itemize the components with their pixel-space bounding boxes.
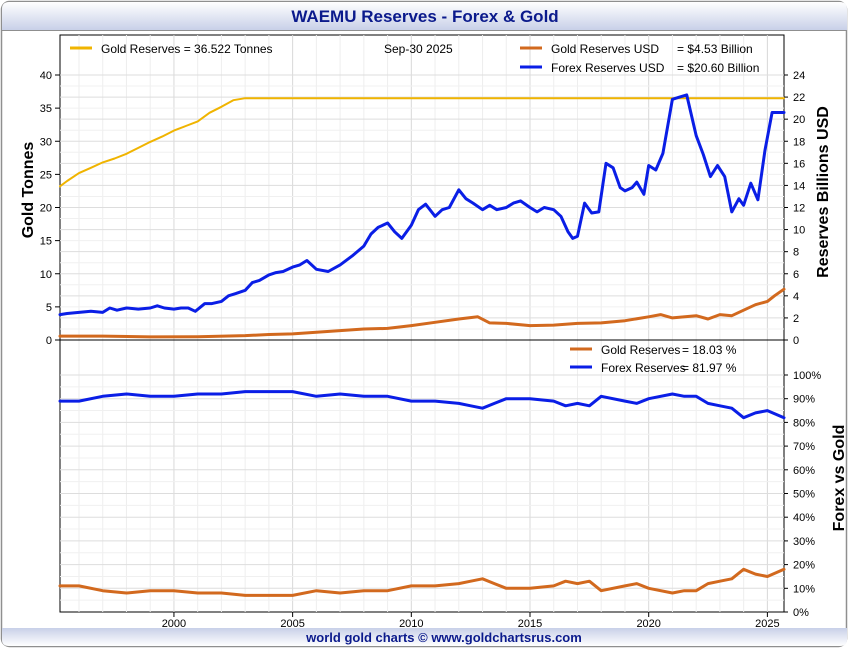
right-pct-tick-label: 50% [793,489,815,501]
right-pct-tick-label: 0% [793,607,809,619]
legend-bottom: Gold Reserves = 18.03 % Forex Reserves =… [570,343,737,375]
footer-credit: world gold charts © www.goldchartsrus.co… [305,630,582,645]
legend-forex-value: = $20.60 Billion [677,61,759,75]
legend-gold-pct-value: = 18.03 % [682,343,737,357]
legend-gold-pct-name: Gold Reserves [601,343,680,357]
left-tick-label: 40 [40,70,52,82]
x-axis-ticks: 2000 2005 2010 2015 2020 2025 [162,612,780,630]
left-tick-label: 15 [40,236,52,248]
legend-forex-pct-name: Forex Reserves [601,361,686,375]
x-tick-label: 2000 [162,618,186,630]
x-tick-label: 2010 [399,618,423,630]
right-pct-tick-label: 30% [793,536,815,548]
series-line-forex-usd [58,93,786,317]
legend-top: Gold Reserves = 36.522 Tonnes Sep-30 202… [70,42,759,75]
left-tick-label: 10 [40,269,52,281]
right-pct-tick-label: 20% [793,560,815,572]
legend-date: Sep-30 2025 [384,42,453,56]
right-tick-label: 20 [793,114,805,126]
x-tick-label: 2020 [636,618,660,630]
footer-bar [2,628,847,646]
grid [60,35,784,612]
title-bar [2,2,847,30]
legend-forex-pct-value: = 81.97 % [682,361,737,375]
legend-forex-name: Forex Reserves USD [551,61,665,75]
left-tick-label: 30 [40,136,52,148]
legend-gold-usd-name: Gold Reserves USD [551,42,659,56]
right-tick-label: 12 [793,203,805,215]
right-axis-title-bottom: Forex vs Gold [831,425,848,532]
left-tick-label: 0 [46,335,52,347]
right-tick-label: 0 [793,335,799,347]
right-tick-label: 10 [793,225,805,237]
right-tick-label: 4 [793,291,799,303]
chart-title: WAEMU Reserves - Forex & Gold [291,7,558,26]
right-tick-label: 6 [793,269,799,281]
x-tick-label: 2015 [518,618,542,630]
series-line-gold-usd [58,287,786,339]
right-pct-tick-label: 100% [793,370,821,382]
left-tick-label: 5 [46,302,52,314]
right-pct-tick-label: 10% [793,583,815,595]
series-bottom [58,390,786,597]
x-tick-label: 2025 [755,618,779,630]
series-line-gold-pct [58,567,786,597]
right-pct-tick-label: 90% [793,394,815,406]
series-line-gold-tonnes [59,97,785,188]
right-tick-label: 22 [793,92,805,104]
left-tick-label: 20 [40,203,52,215]
right-tick-label: 16 [793,158,805,170]
right-tick-label: 18 [793,136,805,148]
right-tick-label: 14 [793,180,805,192]
left-axis-title: Gold Tonnes [20,142,37,239]
left-axis-ticks: 0 5 10 15 20 25 30 35 40 [40,70,60,347]
left-tick-label: 35 [40,103,52,115]
right-pct-tick-label: 40% [793,512,815,524]
x-tick-label: 2005 [280,618,304,630]
right-axis-title-top: Reserves Billions USD [815,106,832,278]
right-tick-label: 2 [793,313,799,325]
right-axis-ticks-bottom: 0% 10% 20% 30% 40% 50% 60% 70% 80% 90% 100% [784,370,821,619]
left-tick-label: 25 [40,169,52,181]
series-line-forex-pct [58,390,786,420]
series-top [58,93,786,339]
right-pct-tick-label: 70% [793,441,815,453]
legend-gold-usd-value: = $4.53 Billion [677,42,753,56]
right-pct-tick-label: 60% [793,465,815,477]
right-pct-tick-label: 80% [793,417,815,429]
right-tick-label: 8 [793,247,799,259]
right-tick-label: 24 [793,70,805,82]
legend-gold-tonnes: Gold Reserves = 36.522 Tonnes [101,42,273,56]
